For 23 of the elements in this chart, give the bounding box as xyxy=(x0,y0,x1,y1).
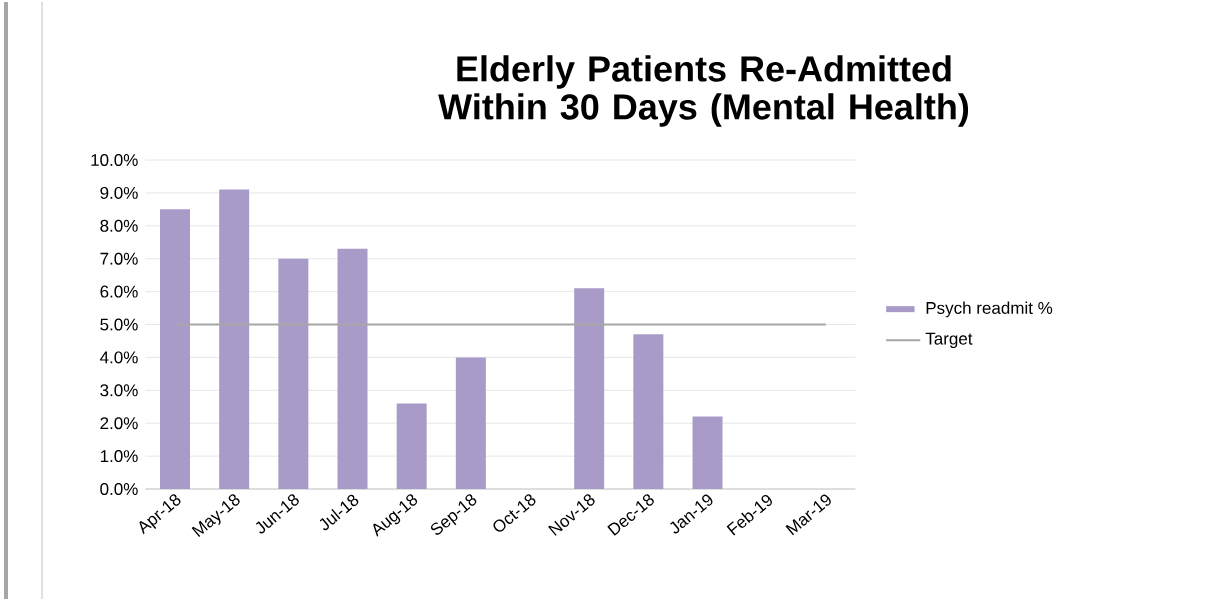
bar xyxy=(278,258,309,489)
bar xyxy=(337,248,368,489)
bar xyxy=(574,288,605,489)
y-tick-label: 4.0% xyxy=(99,351,138,364)
legend-label: Target xyxy=(925,332,973,349)
y-tick-label: 10.0% xyxy=(91,154,138,167)
y-tick-label: 6.0% xyxy=(100,285,138,298)
bar xyxy=(633,334,664,489)
chart-title: Elderly Patients Re-Admitted Within 30 Days (Mental Health) xyxy=(438,55,969,127)
bar xyxy=(219,189,250,489)
y-tick-label: 5.0% xyxy=(100,318,138,331)
bar xyxy=(160,209,191,489)
legend-label: Psych readmit % xyxy=(926,301,1053,318)
y-tick-label: 0.0% xyxy=(100,483,138,496)
bar xyxy=(396,403,427,489)
y-tick-label: 2.0% xyxy=(100,417,138,430)
y-tick-label: 7.0% xyxy=(100,252,138,265)
y-tick-label: 1.0% xyxy=(100,450,138,463)
bar xyxy=(455,357,486,489)
bar xyxy=(692,416,723,489)
y-tick-label: 8.0% xyxy=(100,219,138,232)
y-tick-label: 3.0% xyxy=(100,384,138,397)
y-tick-label: 9.0% xyxy=(100,186,138,199)
